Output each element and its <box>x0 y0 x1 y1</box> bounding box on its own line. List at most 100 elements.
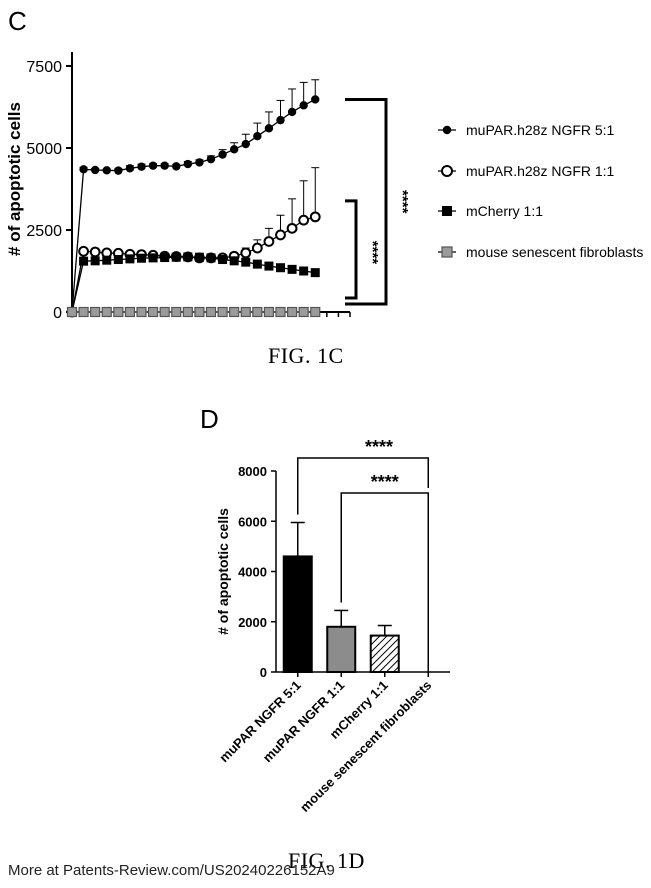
y-tick-label-8000: 8000 <box>238 464 267 479</box>
data-point-mouse-senescent-fibroblasts <box>102 308 111 317</box>
significance-bracket-inner <box>345 201 356 298</box>
data-point-mupar-h28z-ngfr-5-1 <box>265 124 273 132</box>
data-point-mouse-senescent-fibroblasts <box>79 308 88 317</box>
data-point-mupar-h28z-ngfr-5-1 <box>207 155 215 163</box>
data-point-mcherry-1-1 <box>207 253 216 262</box>
data-point-mupar-h28z-ngfr-5-1 <box>79 165 87 173</box>
significance-label-1: **** <box>365 437 393 457</box>
data-point-mupar-h28z-ngfr-5-1 <box>195 158 203 166</box>
data-point-mouse-senescent-fibroblasts <box>207 308 216 317</box>
data-point-mouse-senescent-fibroblasts <box>241 308 250 317</box>
data-point-mcherry-1-1 <box>125 254 134 263</box>
data-point-mouse-senescent-fibroblasts <box>149 308 158 317</box>
y-axis-label: # of apoptotic cells <box>215 508 231 635</box>
data-point-mupar-h28z-ngfr-5-1 <box>184 160 192 168</box>
data-point-mcherry-1-1 <box>218 255 227 264</box>
data-point-mupar-h28z-ngfr-5-1 <box>276 116 284 124</box>
data-point-mouse-senescent-fibroblasts <box>230 308 239 317</box>
legend-marker-mouse-senescent-fibroblasts <box>442 247 452 257</box>
data-point-mcherry-1-1 <box>241 258 250 267</box>
data-point-mcherry-1-1 <box>91 256 100 265</box>
legend-marker-mupar-h28z-ngfr-5-1 <box>443 126 451 134</box>
data-point-mouse-senescent-fibroblasts <box>195 308 204 317</box>
y-tick-label-2500: 2500 <box>26 223 62 240</box>
data-point-mupar-h28z-ngfr-5-1 <box>230 145 238 153</box>
bar-mcherry-1-1 <box>371 636 399 672</box>
data-point-mcherry-1-1 <box>183 252 192 261</box>
data-point-mcherry-1-1 <box>149 253 158 262</box>
data-point-mouse-senescent-fibroblasts <box>218 308 227 317</box>
data-point-mupar-h28z-ngfr-5-1 <box>242 140 250 148</box>
series-line-mupar-h28z-ngfr-5-1 <box>72 99 315 312</box>
legend-label-mouse-senescent-fibroblasts: mouse senescent fibroblasts <box>466 244 643 260</box>
data-point-mupar-h28z-ngfr-5-1 <box>126 164 134 172</box>
significance-bracket-1 <box>298 458 429 515</box>
y-tick-label-6000: 6000 <box>238 514 267 529</box>
line-chart-apoptosis-over-time: 0250050007500# of apoptotic cells*******… <box>0 0 651 340</box>
data-point-mupar-h28z-ngfr-1-1 <box>299 216 308 225</box>
data-point-mcherry-1-1 <box>102 256 111 265</box>
data-point-mupar-h28z-ngfr-1-1 <box>276 231 285 240</box>
fig-1c-caption: FIG. 1C <box>268 343 344 369</box>
data-point-mouse-senescent-fibroblasts <box>91 308 100 317</box>
y-tick-label-0: 0 <box>53 305 62 322</box>
data-point-mupar-h28z-ngfr-5-1 <box>288 108 296 116</box>
bar-chart-apoptosis: 0 2000 4000 6000 8000 # of apoptotic cells muP… <box>0 400 651 880</box>
y-tick-label-0: 0 <box>260 665 267 680</box>
data-point-mcherry-1-1 <box>264 262 273 271</box>
data-point-mupar-h28z-ngfr-5-1 <box>149 162 157 170</box>
data-point-mupar-h28z-ngfr-5-1 <box>253 132 261 140</box>
legend-marker-mupar-h28z-ngfr-1-1 <box>442 166 452 176</box>
y-tick-label-7500: 7500 <box>26 59 62 76</box>
legend-marker-mcherry-1-1 <box>442 206 452 216</box>
data-point-mcherry-1-1 <box>160 253 169 262</box>
data-point-mupar-h28z-ngfr-1-1 <box>265 237 274 246</box>
data-point-mouse-senescent-fibroblasts <box>311 308 320 317</box>
data-point-mcherry-1-1 <box>114 255 123 264</box>
data-point-mcherry-1-1 <box>253 260 262 269</box>
data-point-mcherry-1-1 <box>195 253 204 262</box>
x-tick-label-mupar-ngfr-1-1: muPAR NGFR 1:1 <box>260 678 348 766</box>
data-point-mouse-senescent-fibroblasts <box>172 308 181 317</box>
data-point-mupar-h28z-ngfr-5-1 <box>114 166 122 174</box>
data-point-mupar-h28z-ngfr-1-1 <box>253 244 262 253</box>
data-point-mupar-h28z-ngfr-1-1 <box>311 212 320 221</box>
data-point-mupar-h28z-ngfr-5-1 <box>160 162 168 170</box>
data-point-mupar-h28z-ngfr-1-1 <box>288 224 297 233</box>
data-point-mupar-h28z-ngfr-1-1 <box>79 247 88 256</box>
data-point-mouse-senescent-fibroblasts <box>160 308 169 317</box>
bar-mupar-ngfr-5-1 <box>284 556 312 672</box>
data-point-mupar-h28z-ngfr-1-1 <box>241 249 250 258</box>
data-point-mouse-senescent-fibroblasts <box>264 308 273 317</box>
data-point-mcherry-1-1 <box>288 265 297 274</box>
x-tick-label-mupar-ngfr-5-1: muPAR NGFR 5:1 <box>216 678 304 766</box>
y-tick-label-5000: 5000 <box>26 141 62 158</box>
data-point-mupar-h28z-ngfr-5-1 <box>172 162 180 170</box>
data-point-mouse-senescent-fibroblasts <box>68 308 77 317</box>
source-footer: More at Patents-Review.com/US20240226152… <box>8 862 335 879</box>
data-point-mcherry-1-1 <box>79 257 88 266</box>
data-point-mouse-senescent-fibroblasts <box>253 308 262 317</box>
data-point-mouse-senescent-fibroblasts <box>276 308 285 317</box>
significance-label-inner: **** <box>364 241 381 265</box>
data-point-mcherry-1-1 <box>172 253 181 262</box>
data-point-mupar-h28z-ngfr-5-1 <box>103 166 111 174</box>
legend-label-mupar-h28z-ngfr-1-1: muPAR.h28z NGFR 1:1 <box>466 163 615 179</box>
data-point-mupar-h28z-ngfr-5-1 <box>137 162 145 170</box>
data-point-mouse-senescent-fibroblasts <box>183 308 192 317</box>
data-point-mouse-senescent-fibroblasts <box>114 308 123 317</box>
data-point-mouse-senescent-fibroblasts <box>299 308 308 317</box>
data-point-mouse-senescent-fibroblasts <box>125 308 134 317</box>
y-tick-label-4000: 4000 <box>238 565 267 580</box>
data-point-mupar-h28z-ngfr-5-1 <box>311 95 319 103</box>
data-point-mcherry-1-1 <box>299 267 308 276</box>
data-point-mcherry-1-1 <box>230 256 239 265</box>
data-point-mupar-h28z-ngfr-1-1 <box>91 248 100 257</box>
data-point-mouse-senescent-fibroblasts <box>137 308 146 317</box>
data-point-mupar-h28z-ngfr-5-1 <box>91 166 99 174</box>
y-tick-label-2000: 2000 <box>238 615 267 630</box>
data-point-mupar-h28z-ngfr-5-1 <box>299 101 307 109</box>
data-point-mcherry-1-1 <box>137 254 146 263</box>
legend-label-mcherry-1-1: mCherry 1:1 <box>466 203 543 219</box>
